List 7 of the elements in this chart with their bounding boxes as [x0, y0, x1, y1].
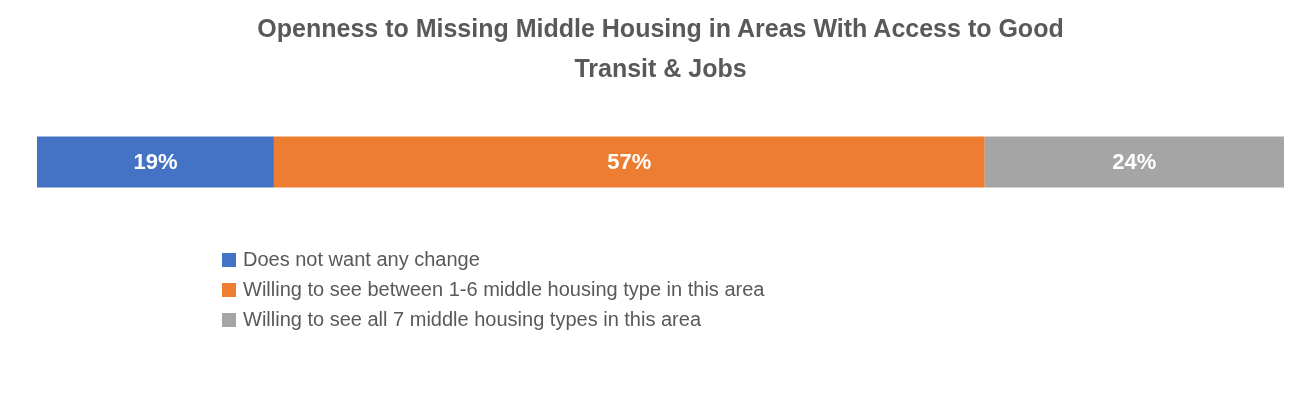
legend-label: Willing to see all 7 middle housing types in this area [243, 308, 702, 330]
data-label: 57% [607, 149, 652, 174]
chart-title: Openness to Missing Middle Housing in Areas With Access to Good Transit & Jobs [257, 14, 1064, 82]
legend-label: Willing to see between 1-6 middle housing type in this area [243, 278, 766, 300]
data-label: 19% [133, 149, 178, 174]
legend-label: Does not want any change [243, 248, 480, 270]
data-label: 24% [1112, 149, 1157, 174]
